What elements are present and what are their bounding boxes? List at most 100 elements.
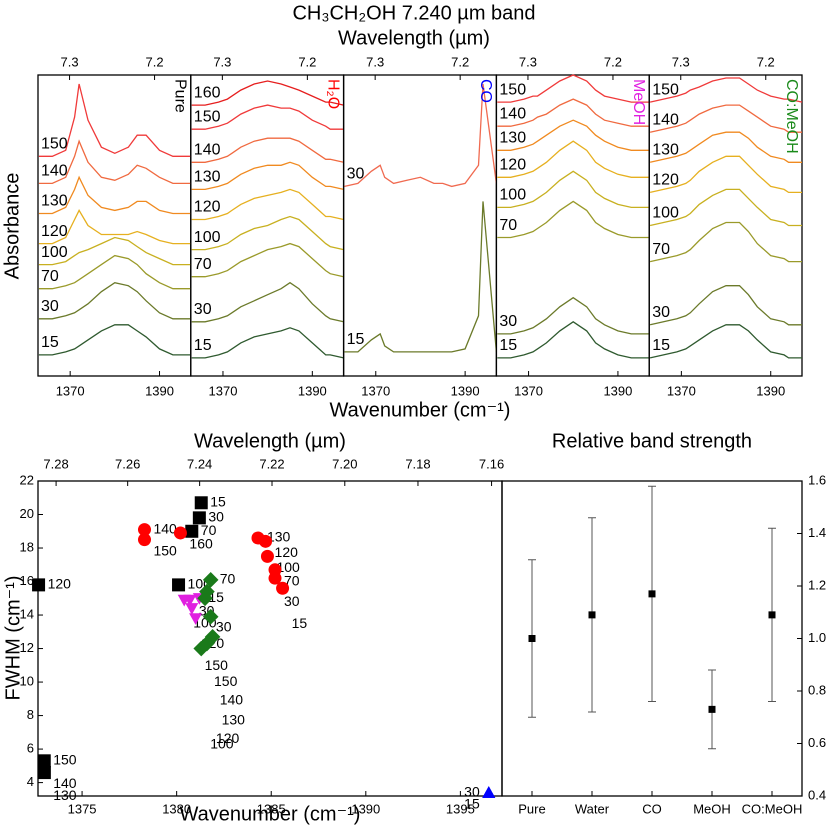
y-axis-title: FWHM (cm⁻¹) [2, 576, 24, 701]
x-tick-label: 1390 [145, 383, 174, 398]
point-label: 150 [53, 752, 77, 768]
x-tick-label: 1390 [603, 383, 632, 398]
data-point [173, 526, 187, 540]
point-label: 30 [208, 509, 224, 525]
y-tick-label: 22 [20, 472, 34, 487]
spectrum-line [38, 282, 191, 320]
y-tick-label: 1.0 [808, 630, 826, 645]
point-label: 150 [153, 542, 177, 558]
y-axis-title: Absorbance [1, 173, 23, 280]
x-tick-label: 1390 [451, 383, 480, 398]
data-point [768, 611, 776, 619]
spectrum-line [497, 98, 650, 127]
series-label: 120 [194, 199, 221, 216]
data-point [260, 549, 274, 563]
y-tick-label: 14 [20, 606, 34, 621]
series-label: 140 [499, 105, 526, 122]
data-point [199, 635, 215, 652]
y-tick-label: 12 [20, 640, 34, 655]
series-label: 150 [41, 135, 68, 152]
x2-tick-label: 7.3 [213, 54, 231, 69]
chart-title: Relative band strength [552, 430, 752, 452]
x2-tick-label: 7.2 [757, 54, 775, 69]
x2-axis-title: Wavelength (µm) [338, 27, 490, 49]
spectrum-line [497, 119, 650, 151]
x-tick-label: 1390 [756, 383, 785, 398]
x-tick-label: 1370 [209, 383, 238, 398]
x2-tick-label: 7.24 [187, 456, 212, 471]
data-point [202, 572, 219, 588]
panel-label: CO:MeOH [783, 79, 800, 154]
series-label: 140 [652, 111, 679, 128]
x-tick-label: 1390 [298, 383, 327, 398]
x-tick-label: 1395 [446, 801, 475, 816]
data-point [708, 705, 716, 713]
data-point [204, 629, 221, 645]
y-tick-label: 4 [27, 774, 34, 789]
data-point [259, 534, 273, 548]
data-point [185, 524, 199, 538]
series-label: 70 [499, 217, 517, 234]
x-tick-label: 1370 [667, 383, 696, 398]
data-point [199, 583, 215, 600]
spectrum-line [191, 215, 344, 251]
x2-tick-label: 7.28 [43, 456, 68, 471]
point-label: 30 [284, 593, 300, 609]
panel-label: Pure [172, 79, 189, 113]
point-label: 130 [267, 529, 291, 545]
x2-tick-label: 7.2 [298, 54, 316, 69]
point-label: 70 [284, 573, 300, 589]
spectrum-line [191, 137, 344, 163]
y-tick-label: 1.6 [808, 472, 826, 487]
data-point [193, 640, 210, 657]
series-label: 150 [194, 108, 221, 125]
x-tick-label: 1385 [257, 801, 286, 816]
spectrum-line [344, 83, 498, 188]
x-axis-title: Wavenumber (cm⁻¹) [330, 399, 511, 421]
series-label: 130 [41, 193, 68, 210]
point-label: 130 [222, 712, 246, 728]
x2-tick-label: 7.16 [479, 456, 504, 471]
spectrum-line [497, 200, 650, 239]
spectrum-line [497, 170, 650, 209]
x-tick-label: Pure [518, 801, 545, 816]
x-tick-label: 1370 [514, 383, 543, 398]
series-label: 15 [347, 331, 365, 348]
x2-axis-title: Wavelength (µm) [194, 430, 346, 452]
point-label: 130 [53, 787, 77, 803]
point-label: 150 [205, 657, 229, 673]
series-label: 70 [41, 268, 59, 285]
x2-tick-label: 7.2 [604, 54, 622, 69]
series-label: 130 [499, 129, 526, 146]
x-tick-label: 1370 [361, 383, 390, 398]
point-label: 140 [53, 775, 77, 791]
y-tick-label: 16 [20, 573, 34, 588]
x2-tick-label: 7.3 [672, 54, 690, 69]
x2-tick-label: 7.26 [115, 456, 140, 471]
series-label: 30 [652, 304, 670, 321]
data-point [137, 523, 151, 537]
spectrum-line [191, 104, 344, 130]
data-point [197, 590, 213, 607]
series-label: 130 [194, 169, 221, 186]
spectrum-line [497, 296, 650, 335]
panel-label: H₂O [324, 79, 341, 109]
spectrum-line [38, 175, 191, 215]
spectrum-line [649, 221, 802, 263]
spectrum-line [649, 77, 803, 103]
panel-label: CO [477, 79, 494, 103]
y-tick-label: 8 [27, 707, 34, 722]
y-tick-label: 1.4 [808, 525, 826, 540]
spectrum-line [497, 321, 650, 359]
data-point [276, 581, 290, 595]
figure-title: CH₃CH₂OH 7.240 µm band [292, 2, 535, 24]
point-label: 160 [189, 536, 213, 552]
y-tick-label: 18 [20, 539, 34, 554]
spectrum-line [38, 83, 191, 157]
spectrum-line [191, 161, 344, 191]
series-label: 30 [41, 298, 59, 315]
data-point [32, 578, 46, 592]
series-label: 100 [652, 205, 679, 222]
data-point [37, 766, 51, 780]
data-point [192, 511, 206, 525]
